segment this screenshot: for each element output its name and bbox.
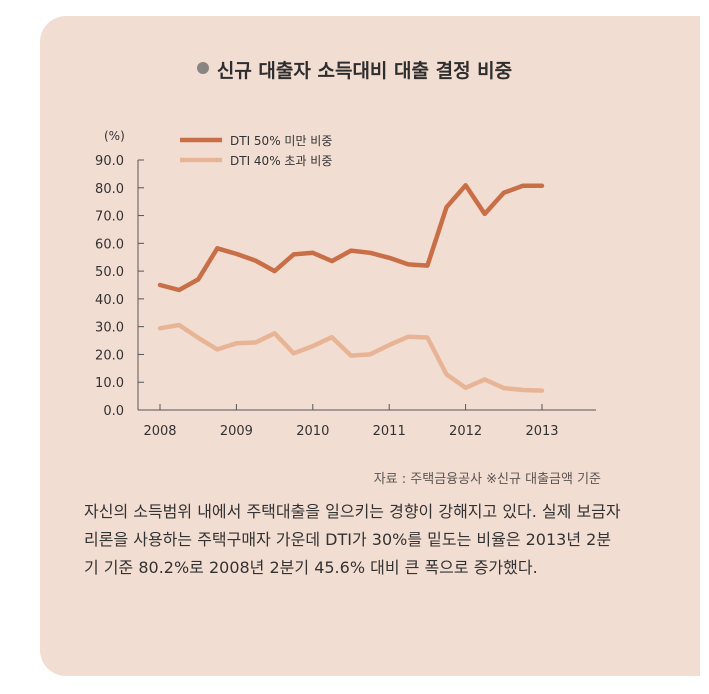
title-bullet-icon: [196, 61, 209, 74]
chart-title: 신규 대출자 소득대비 대출 결정 비중: [216, 60, 513, 82]
x-tick-label: 2008: [143, 424, 176, 439]
source-note: 자료 : 주택금융공사 ※신규 대출금액 기준: [373, 472, 601, 487]
y-tick-label: 30.0: [95, 321, 124, 336]
y-tick-label: 10.0: [95, 376, 124, 391]
series-line-1: [157, 183, 545, 293]
y-tick-label: 60.0: [95, 237, 124, 252]
y-tick-label: 90.0: [95, 154, 124, 169]
y-tick-label: 40.0: [95, 293, 124, 308]
chart-panel: [40, 16, 700, 676]
y-tick-label: 20.0: [95, 348, 124, 363]
y-tick-label: 80.0: [95, 182, 124, 197]
x-tick-label: 2010: [296, 424, 329, 439]
y-tick-label: 0.0: [103, 404, 124, 419]
y-axis-label: (%): [104, 129, 125, 143]
y-tick-label: 50.0: [95, 265, 124, 280]
x-tick-label: 2012: [449, 424, 482, 439]
x-tick-label: 2013: [525, 424, 558, 439]
x-tick-label: 2011: [373, 424, 406, 439]
title-row: 신규 대출자 소득대비 대출 결정 비중: [0, 56, 709, 83]
caption-paragraph: 자신의 소득범위 내에서 주택대출을 일으키는 경향이 강해지고 있다. 실제 …: [84, 502, 621, 577]
y-tick-label: 70.0: [95, 210, 124, 225]
legend-label-2: DTI 40% 초과 비중: [230, 154, 332, 168]
series-line-2: [157, 322, 545, 393]
legend-label-1: DTI 50% 미만 비중: [230, 134, 332, 148]
x-tick-label: 2009: [220, 424, 253, 439]
